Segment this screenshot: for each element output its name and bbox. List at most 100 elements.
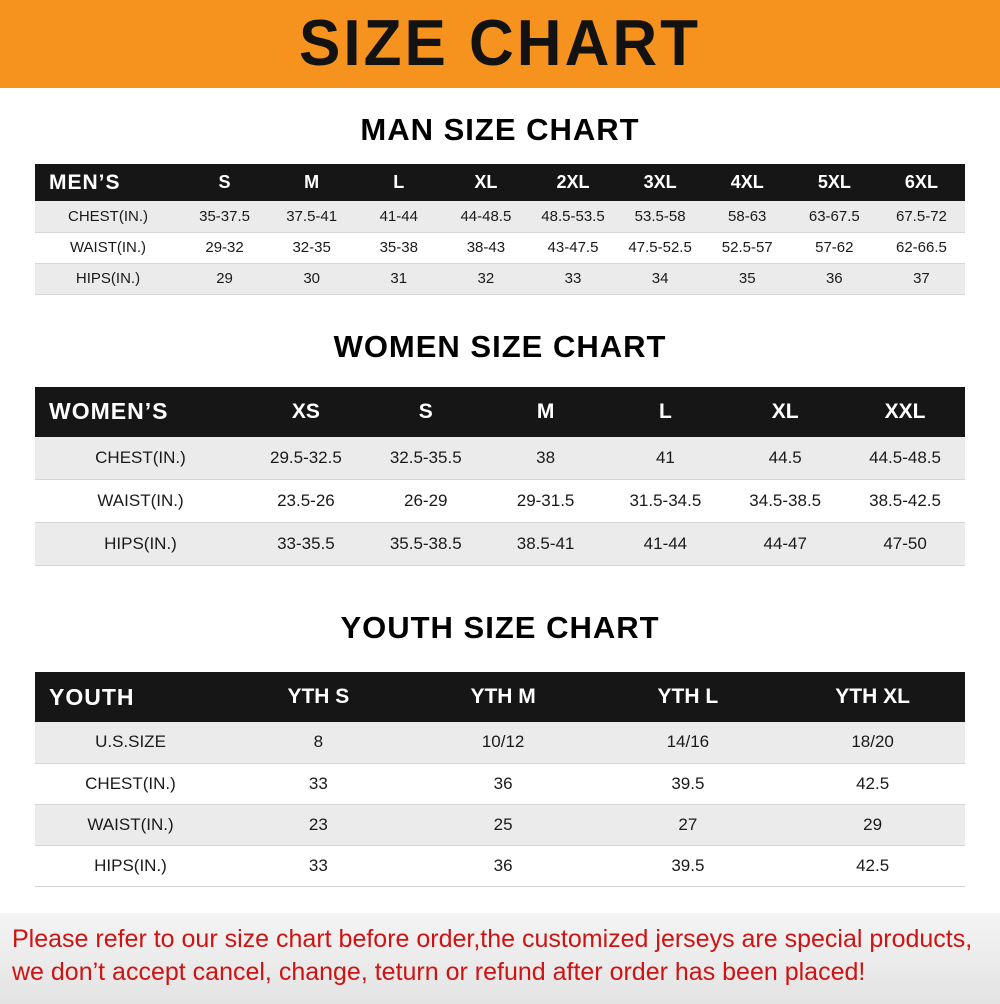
- order-policy-line-2: we don’t accept cancel, change, teturn o…: [12, 956, 988, 990]
- size-column-header: M: [268, 164, 355, 201]
- measure-label-cell: CHEST(IN.): [35, 763, 226, 804]
- measure-value-cell: 14/16: [596, 722, 781, 763]
- measure-value-cell: 41-44: [355, 201, 442, 232]
- size-column-header: 5XL: [791, 164, 878, 201]
- measure-value-cell: 47-50: [845, 523, 965, 566]
- measure-value-cell: 25: [411, 804, 596, 845]
- size-column-header: 4XL: [704, 164, 791, 201]
- measure-label-cell: HIPS(IN.): [35, 263, 181, 294]
- size-column-header: YTH S: [226, 672, 411, 722]
- measure-value-cell: 31.5-34.5: [605, 480, 725, 523]
- measure-value-cell: 37.5-41: [268, 201, 355, 232]
- size-column-header: YTH XL: [780, 672, 965, 722]
- measure-value-cell: 41: [605, 437, 725, 480]
- order-policy-line-1: Please refer to our size chart before or…: [12, 923, 988, 957]
- measure-value-cell: 37: [878, 263, 965, 294]
- women-size-chart-heading: WOMEN SIZE CHART: [0, 329, 1000, 365]
- measure-value-cell: 32.5-35.5: [366, 437, 486, 480]
- size-column-header: XS: [246, 387, 366, 437]
- measure-label-cell: WAIST(IN.): [35, 804, 226, 845]
- measure-value-cell: 41-44: [605, 523, 725, 566]
- measure-value-cell: 23.5-26: [246, 480, 366, 523]
- table-title-cell: WOMEN’S: [35, 387, 246, 437]
- measure-value-cell: 62-66.5: [878, 232, 965, 263]
- measure-value-cell: 48.5-53.5: [529, 201, 616, 232]
- measure-value-cell: 10/12: [411, 722, 596, 763]
- measure-value-cell: 42.5: [780, 763, 965, 804]
- measure-value-cell: 38-43: [442, 232, 529, 263]
- size-column-header: S: [366, 387, 486, 437]
- measure-value-cell: 18/20: [780, 722, 965, 763]
- measure-value-cell: 38: [486, 437, 606, 480]
- measure-value-cell: 35: [704, 263, 791, 294]
- measure-value-cell: 39.5: [596, 845, 781, 886]
- measure-value-cell: 33-35.5: [246, 523, 366, 566]
- measure-value-cell: 30: [268, 263, 355, 294]
- measure-value-cell: 35-38: [355, 232, 442, 263]
- measure-value-cell: 53.5-58: [617, 201, 704, 232]
- measure-value-cell: 33: [226, 845, 411, 886]
- measure-value-cell: 26-29: [366, 480, 486, 523]
- order-policy-note: Please refer to our size chart before or…: [0, 913, 1000, 1004]
- measure-value-cell: 44.5-48.5: [845, 437, 965, 480]
- measure-value-cell: 34: [617, 263, 704, 294]
- man-size-chart-heading: MAN SIZE CHART: [0, 112, 1000, 148]
- size-column-header: YTH M: [411, 672, 596, 722]
- size-column-header: YTH L: [596, 672, 781, 722]
- size-column-header: XL: [725, 387, 845, 437]
- measure-value-cell: 38.5-42.5: [845, 480, 965, 523]
- measure-value-cell: 32-35: [268, 232, 355, 263]
- measure-value-cell: 44.5: [725, 437, 845, 480]
- measure-label-cell: HIPS(IN.): [35, 523, 246, 566]
- table-title-cell: MEN’S: [35, 164, 181, 201]
- measure-label-cell: WAIST(IN.): [35, 232, 181, 263]
- size-column-header: 3XL: [617, 164, 704, 201]
- size-column-header: XL: [442, 164, 529, 201]
- measure-value-cell: 63-67.5: [791, 201, 878, 232]
- measure-value-cell: 43-47.5: [529, 232, 616, 263]
- measure-value-cell: 33: [226, 763, 411, 804]
- measure-label-cell: HIPS(IN.): [35, 845, 226, 886]
- measure-label-cell: CHEST(IN.): [35, 437, 246, 480]
- size-column-header: 6XL: [878, 164, 965, 201]
- size-column-header: XXL: [845, 387, 965, 437]
- measure-label-cell: WAIST(IN.): [35, 480, 246, 523]
- banner-title: SIZE CHART: [299, 11, 701, 76]
- size-column-header: L: [605, 387, 725, 437]
- measure-value-cell: 52.5-57: [704, 232, 791, 263]
- measure-value-cell: 29: [780, 804, 965, 845]
- measure-value-cell: 33: [529, 263, 616, 294]
- size-column-header: M: [486, 387, 606, 437]
- measure-value-cell: 8: [226, 722, 411, 763]
- measure-value-cell: 57-62: [791, 232, 878, 263]
- measure-value-cell: 29.5-32.5: [246, 437, 366, 480]
- measure-label-cell: CHEST(IN.): [35, 201, 181, 232]
- measure-value-cell: 34.5-38.5: [725, 480, 845, 523]
- table-title-cell: YOUTH: [35, 672, 226, 722]
- measure-value-cell: 29-31.5: [486, 480, 606, 523]
- measure-value-cell: 27: [596, 804, 781, 845]
- size-column-header: L: [355, 164, 442, 201]
- measure-value-cell: 31: [355, 263, 442, 294]
- measure-value-cell: 39.5: [596, 763, 781, 804]
- measure-value-cell: 36: [411, 763, 596, 804]
- youth-size-chart-heading: YOUTH SIZE CHART: [0, 610, 1000, 646]
- measure-value-cell: 44-48.5: [442, 201, 529, 232]
- measure-value-cell: 47.5-52.5: [617, 232, 704, 263]
- size-column-header: S: [181, 164, 268, 201]
